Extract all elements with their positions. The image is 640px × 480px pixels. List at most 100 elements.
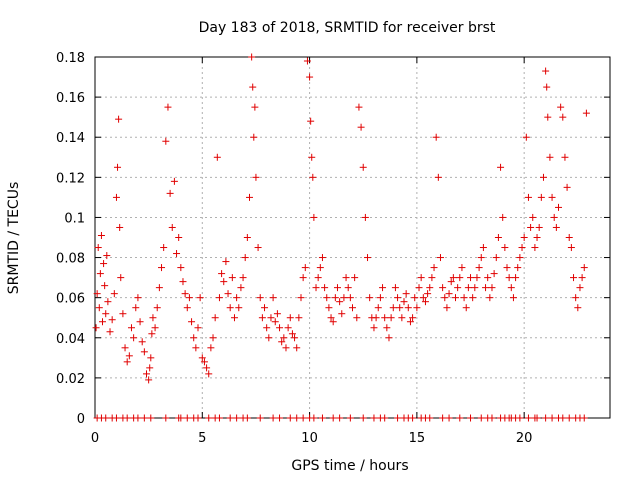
data-point — [479, 244, 487, 252]
data-point — [306, 73, 314, 81]
data-point — [349, 304, 356, 312]
zero-data-point — [183, 414, 191, 422]
data-point — [503, 264, 511, 272]
zero-data-point — [565, 414, 573, 422]
data-point — [233, 294, 241, 302]
zero-data-point — [205, 414, 213, 422]
data-point — [542, 67, 550, 75]
data-point — [168, 223, 176, 231]
data-point — [436, 254, 444, 262]
data-point — [239, 274, 247, 282]
data-point — [364, 254, 372, 262]
data-point — [520, 234, 528, 241]
data-point — [265, 334, 273, 342]
data-point — [251, 103, 259, 111]
data-point — [160, 244, 168, 252]
data-point — [256, 294, 264, 302]
data-point — [288, 330, 296, 338]
zero-data-point — [299, 414, 307, 422]
data-point — [576, 284, 584, 292]
data-point — [434, 173, 442, 181]
data-point — [419, 294, 427, 302]
data-point — [355, 103, 363, 111]
data-point — [250, 133, 258, 141]
y-tick-label: 0 — [77, 412, 85, 427]
data-point — [329, 318, 337, 326]
data-point — [527, 223, 535, 231]
data-point — [237, 284, 245, 292]
data-point — [454, 284, 462, 292]
data-point — [106, 328, 114, 336]
zero-data-point — [370, 414, 378, 422]
y-tick-label: 0.06 — [56, 292, 85, 307]
data-point — [467, 274, 475, 282]
data-point — [518, 244, 526, 252]
zero-data-point — [123, 414, 131, 422]
data-point — [94, 244, 102, 252]
zero-data-point — [140, 414, 148, 422]
zero-data-point — [488, 414, 496, 422]
data-point — [464, 284, 472, 292]
data-point — [93, 290, 101, 298]
data-point — [391, 284, 399, 292]
data-points — [92, 53, 590, 422]
data-point — [570, 274, 578, 282]
zero-data-point — [293, 414, 301, 422]
data-point — [151, 324, 159, 332]
data-point — [95, 304, 103, 312]
data-point — [537, 193, 545, 201]
data-point — [376, 294, 384, 302]
data-point — [535, 223, 543, 231]
data-point — [96, 270, 104, 278]
data-point — [100, 260, 108, 268]
data-point — [228, 274, 236, 282]
data-point — [243, 234, 251, 241]
data-point — [484, 274, 492, 282]
data-point — [269, 294, 277, 302]
data-point — [282, 344, 290, 352]
data-point — [148, 330, 156, 338]
y-tick-label: 0.08 — [56, 252, 85, 267]
zero-data-point — [286, 414, 294, 422]
zero-data-point — [147, 414, 155, 422]
data-point — [185, 294, 193, 302]
data-point — [389, 304, 397, 312]
data-point — [426, 284, 434, 292]
zero-data-point — [243, 414, 251, 422]
zero-data-point — [310, 414, 318, 422]
data-point — [561, 153, 569, 161]
data-point — [387, 314, 395, 322]
data-point — [548, 193, 556, 201]
data-point — [552, 223, 560, 231]
data-point — [114, 163, 122, 171]
data-point — [524, 193, 532, 201]
data-point — [488, 284, 496, 292]
data-point — [497, 163, 505, 171]
zero-data-point — [426, 414, 434, 422]
data-point — [400, 298, 408, 306]
zero-data-point — [559, 414, 567, 422]
data-point — [473, 274, 481, 282]
data-point — [162, 137, 170, 145]
data-point — [252, 173, 260, 181]
data-point — [166, 189, 174, 197]
data-point — [132, 304, 140, 312]
data-point — [402, 290, 410, 298]
y-tick-label: 0.14 — [56, 131, 85, 146]
data-point — [308, 153, 316, 161]
data-point — [406, 318, 414, 326]
data-point — [104, 298, 112, 306]
data-point — [490, 270, 498, 278]
data-point — [340, 294, 348, 302]
data-point — [533, 234, 541, 241]
zero-data-point — [359, 414, 367, 422]
data-point — [230, 314, 238, 322]
zero-data-point — [467, 414, 475, 422]
data-point — [249, 83, 257, 91]
data-point — [314, 274, 322, 282]
data-point — [254, 244, 262, 252]
data-point — [482, 284, 490, 292]
data-point — [439, 284, 447, 292]
data-point — [278, 338, 286, 346]
data-point — [149, 314, 157, 322]
